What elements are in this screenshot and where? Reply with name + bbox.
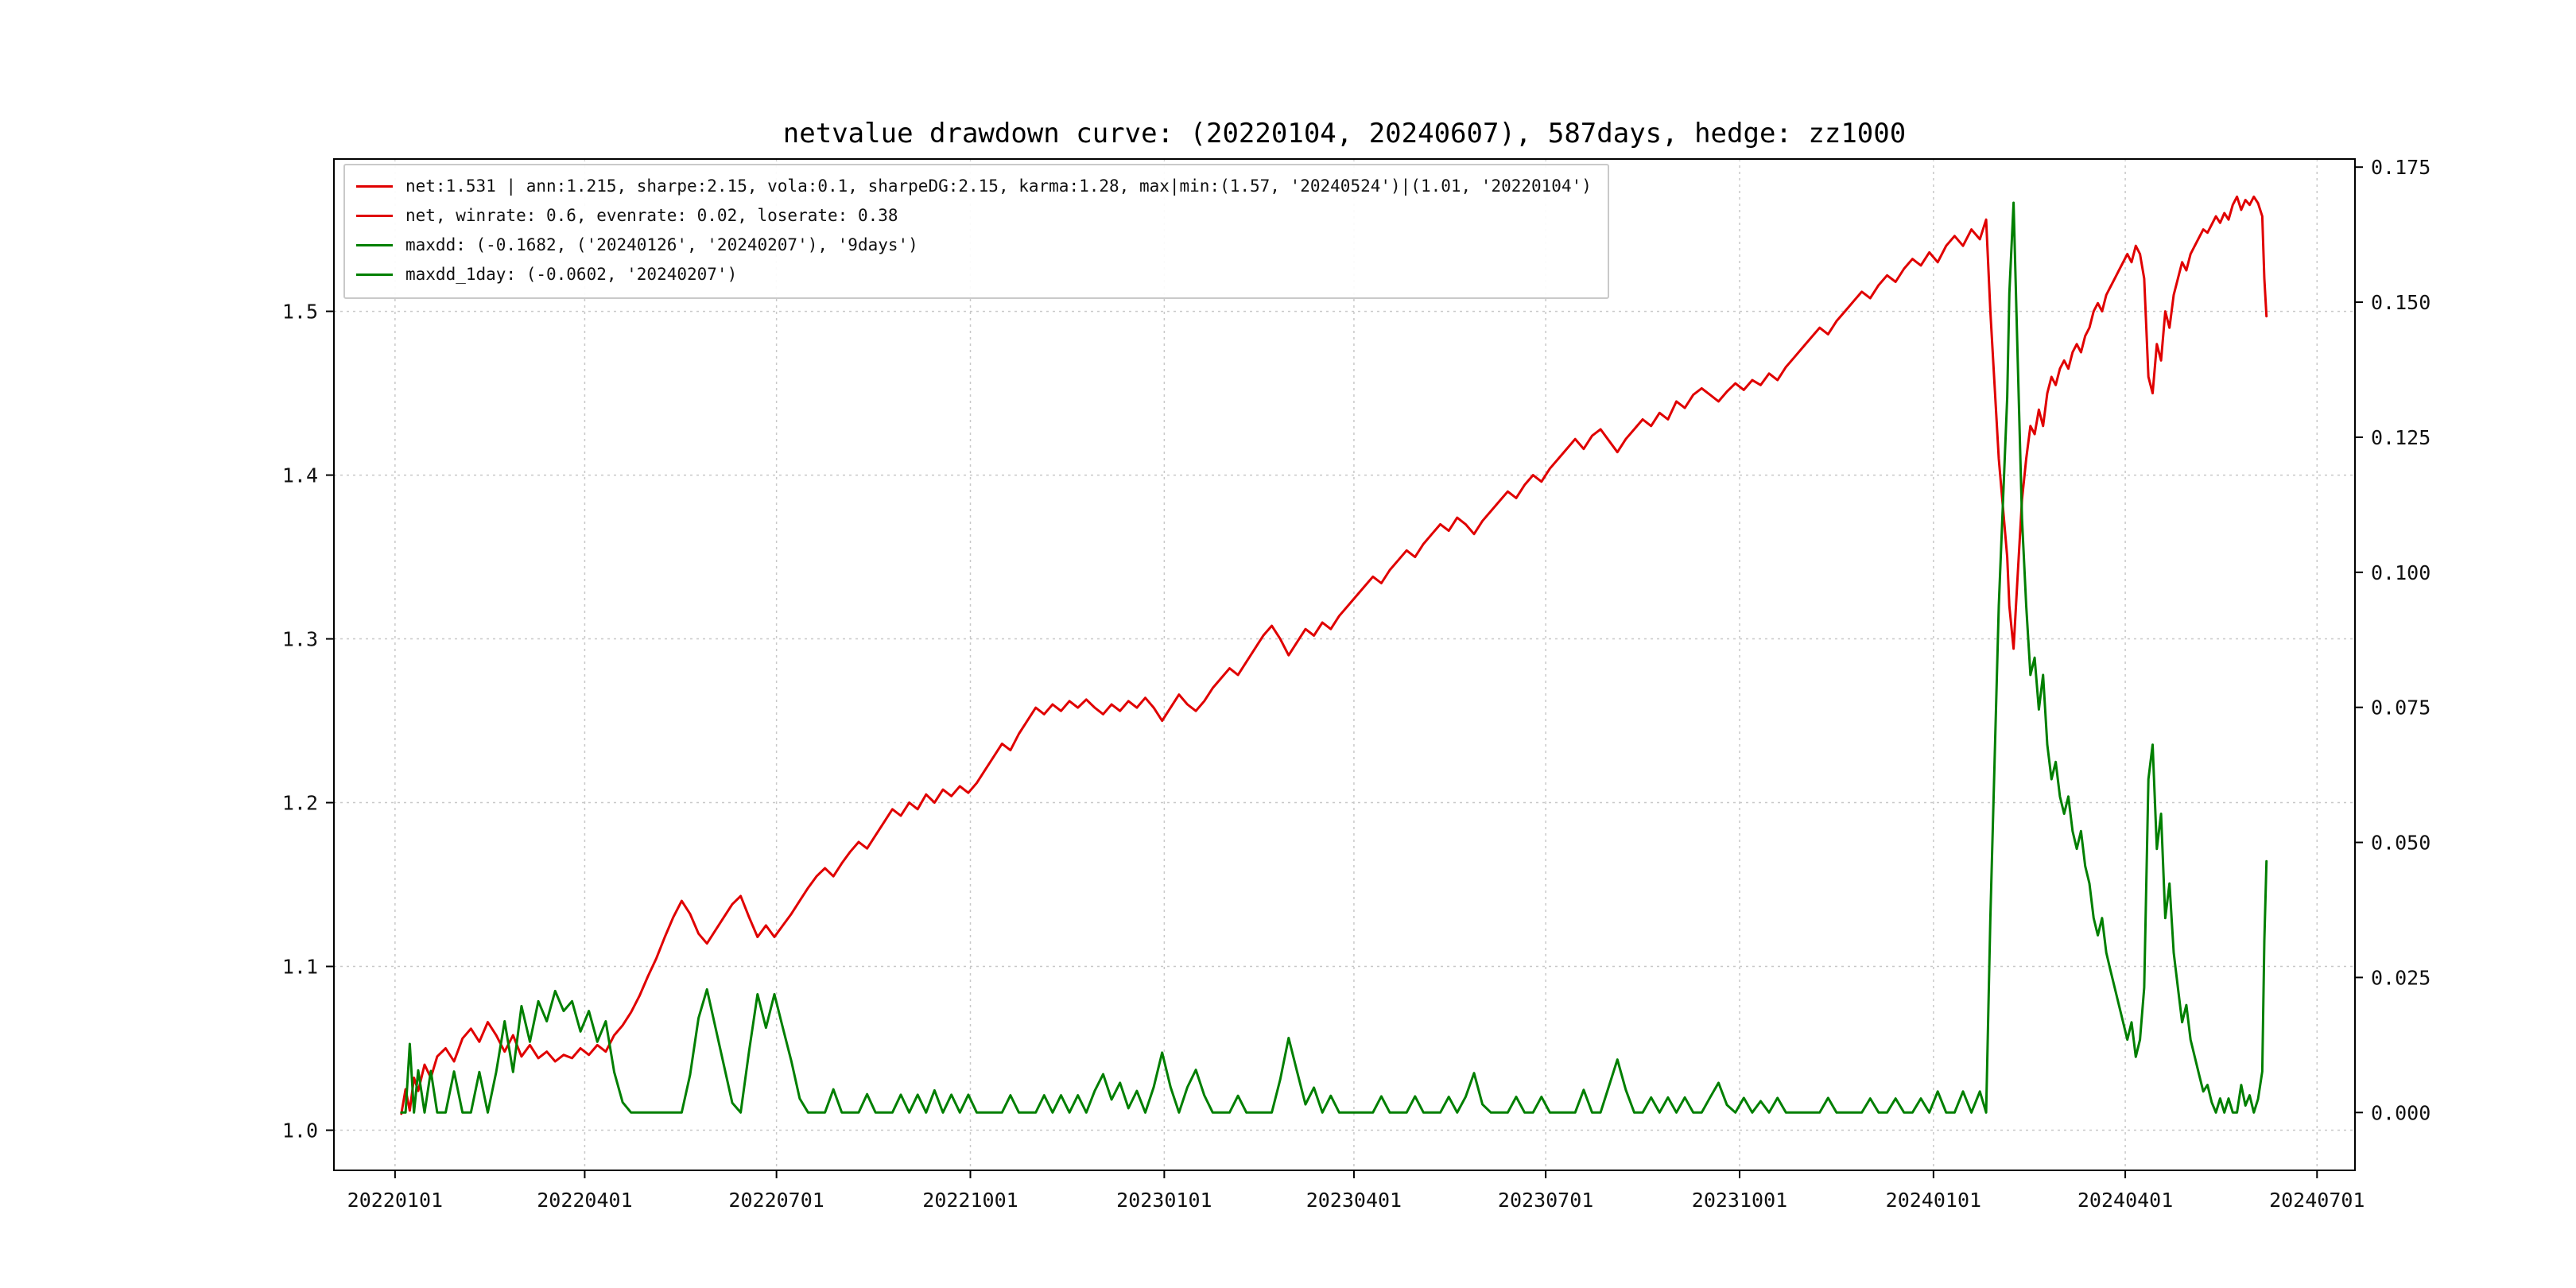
y-right-tick-label: 0.075: [2371, 696, 2431, 720]
legend-label: net, winrate: 0.6, evenrate: 0.02, loser…: [405, 206, 898, 225]
y-right-tick-label: 0.100: [2371, 561, 2431, 584]
x-tick-label: 20220401: [537, 1189, 632, 1212]
legend: net:1.531 | ann:1.215, sharpe:2.15, vola…: [343, 164, 1609, 299]
x-tick-label: 20220101: [347, 1189, 443, 1212]
y-right-tick-label: 0.175: [2371, 156, 2431, 179]
legend-line-sample: [356, 274, 393, 276]
chart-title: netvalue drawdown curve: (20220104, 2024…: [782, 118, 1907, 149]
y-right-tick-label: 0.125: [2371, 426, 2431, 449]
y-right-tick-label: 0.025: [2371, 966, 2431, 989]
plot-border: [333, 158, 2356, 1171]
legend-label: maxdd: (-0.1682, ('20240126', '20240207'…: [405, 235, 918, 254]
legend-entry: maxdd_1day: (-0.0602, '20240207'): [356, 260, 1592, 289]
x-tick-label: 20231001: [1692, 1189, 1787, 1212]
x-tick-label: 20240101: [1886, 1189, 1981, 1212]
y-right-tick-label: 0.050: [2371, 832, 2431, 855]
legend-entry: maxdd: (-0.1682, ('20240126', '20240207'…: [356, 231, 1592, 260]
x-tick-label: 20221001: [922, 1189, 1018, 1212]
net-line: [400, 195, 2268, 1115]
x-tick-label: 20230401: [1306, 1189, 1402, 1212]
x-tick-label: 20230101: [1116, 1189, 1212, 1212]
x-tick-label: 20220701: [728, 1189, 824, 1212]
legend-label: maxdd_1day: (-0.0602, '20240207'): [405, 265, 738, 284]
legend-label: net:1.531 | ann:1.215, sharpe:2.15, vola…: [405, 177, 1592, 196]
legend-line-sample: [356, 215, 393, 217]
x-tick-label: 20240401: [2077, 1189, 2173, 1212]
y-left-tick-label: 1.1: [282, 956, 318, 979]
y-left-tick-label: 1.3: [282, 628, 318, 651]
y-left-tick-label: 1.2: [282, 792, 318, 815]
x-tick-label: 20240701: [2269, 1189, 2365, 1212]
x-tick-label: 20230701: [1498, 1189, 1593, 1212]
y-right-tick-label: 0.000: [2371, 1101, 2431, 1124]
legend-line-sample: [356, 185, 393, 188]
legend-entry: net, winrate: 0.6, evenrate: 0.02, loser…: [356, 201, 1592, 231]
y-left-tick-label: 1.4: [282, 464, 318, 487]
y-left-tick-label: 1.5: [282, 301, 318, 324]
legend-entry: net:1.531 | ann:1.215, sharpe:2.15, vola…: [356, 172, 1592, 201]
y-left-tick-label: 1.0: [282, 1119, 318, 1143]
y-right-tick-label: 0.150: [2371, 291, 2431, 314]
maxdd-line: [400, 201, 2268, 1114]
legend-line-sample: [356, 244, 393, 246]
